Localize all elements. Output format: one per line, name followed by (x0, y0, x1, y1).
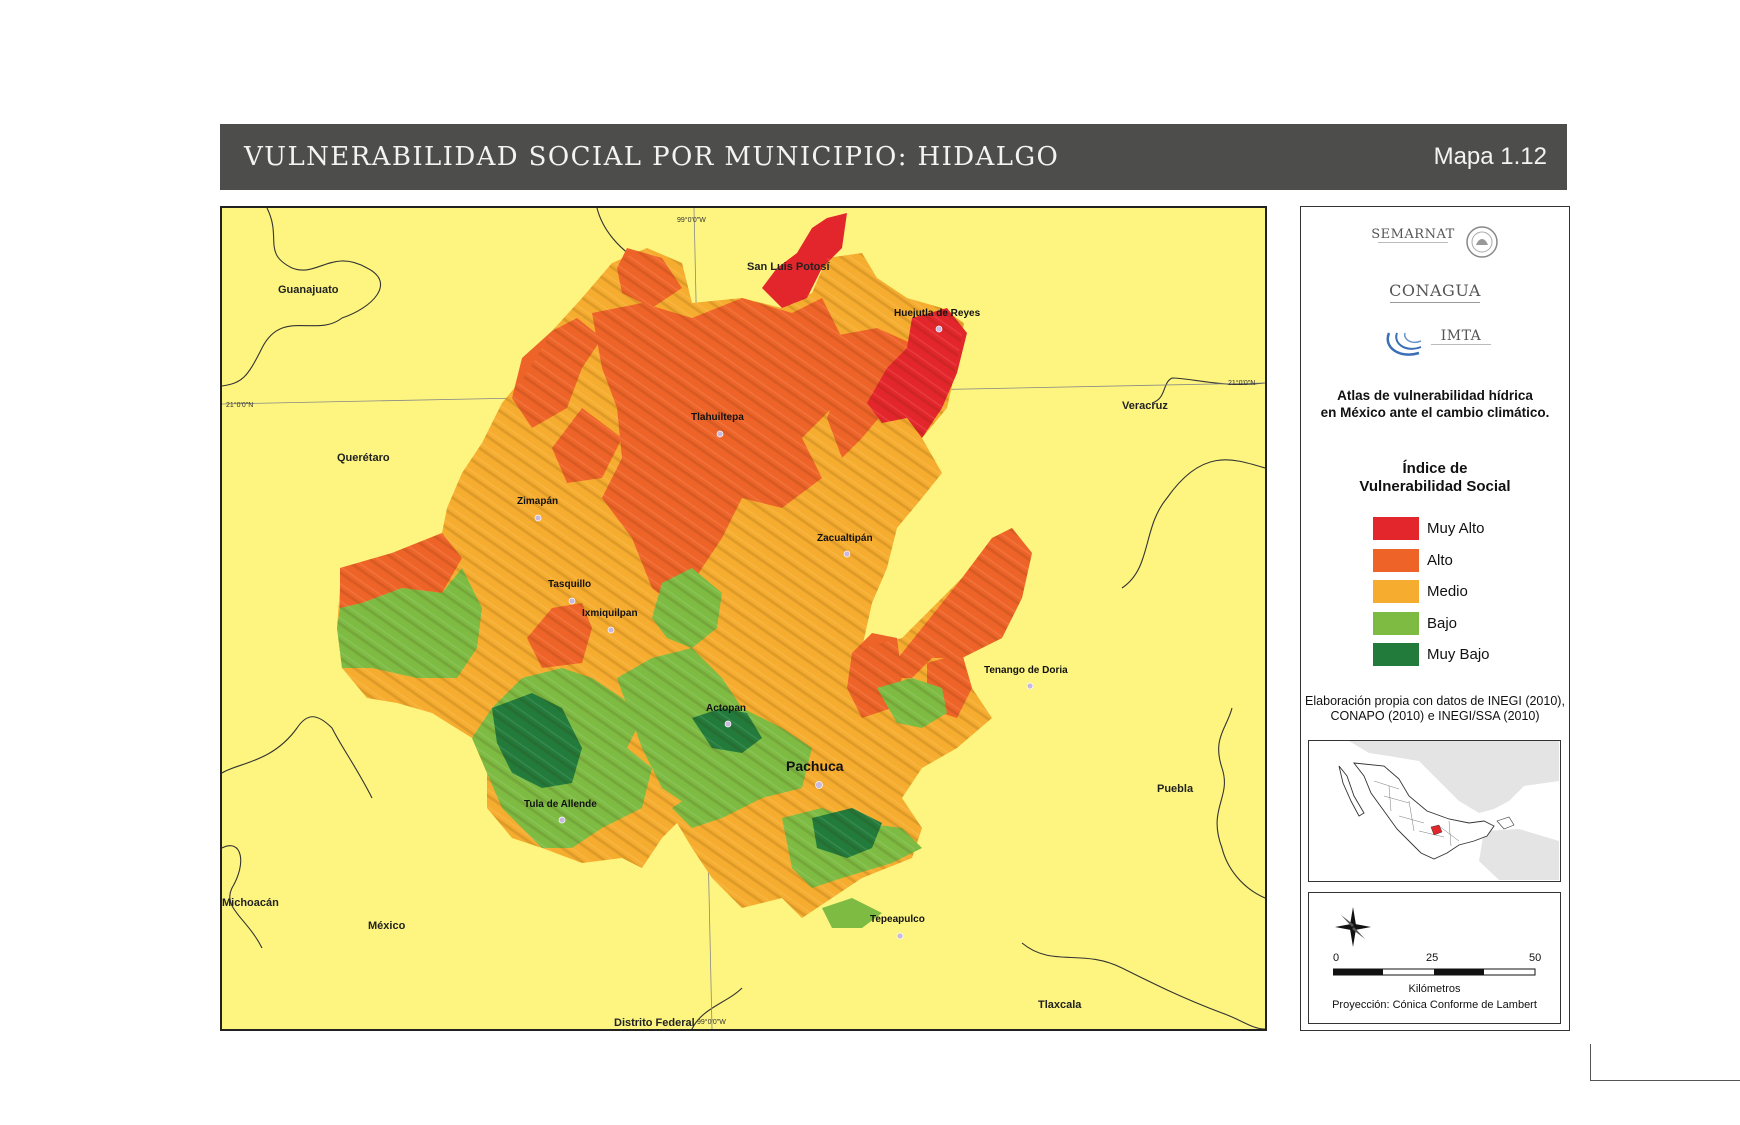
conagua-logo-text: CONAGUA (1389, 281, 1481, 300)
legend-label: Muy Bajo (1427, 646, 1490, 664)
conagua-logo: CONAGUA (1301, 281, 1569, 305)
legend-swatch (1373, 611, 1419, 635)
legend-swatch (1373, 580, 1419, 604)
scale-tick-label: 50 (1529, 952, 1542, 964)
city-label: Huejutla de Reyes (894, 308, 981, 319)
city-label: Pachuca (786, 758, 844, 774)
legend-title-line: Vulnerabilidad Social (1359, 478, 1511, 495)
scale-tick-label: 25 (1426, 952, 1439, 964)
scale-bar (1333, 968, 1536, 976)
legend-label: Medio (1427, 583, 1468, 601)
map-frame[interactable]: 99°0'0"W 99°0'0"W 21°0'0"N 21°0'0"N San … (220, 206, 1267, 1031)
state-label: Guanajuato (278, 284, 339, 296)
scale-tick-label: 0 (1333, 952, 1340, 964)
page-corner-mark (1590, 1044, 1740, 1081)
scale-box: 0 25 50 Kilómetros Proyección: Cónica Co… (1308, 892, 1561, 1024)
legend-label: Muy Alto (1427, 520, 1485, 538)
city-label: Tlahuiltepa (691, 412, 744, 423)
mexico-outline-icon (1309, 741, 1559, 880)
legend-swatch (1373, 548, 1419, 572)
imta-wave-icon (1386, 332, 1422, 356)
state-label: México (368, 920, 406, 932)
state-label: Querétaro (337, 452, 390, 464)
seal-icon (1466, 226, 1498, 258)
state-label: San Luis Potosí (747, 261, 830, 273)
imta-logo: IMTA (1301, 325, 1569, 359)
legend-list: Muy Alto Alto Medio Bajo Muy Bajo (1373, 513, 1490, 671)
city-label: Tula de Allende (524, 799, 597, 810)
legend-item-muy-alto: Muy Alto (1373, 513, 1490, 545)
legend-item-muy-bajo: Muy Bajo (1373, 639, 1490, 671)
map-canvas[interactable]: 99°0'0"W 99°0'0"W 21°0'0"N 21°0'0"N San … (222, 208, 1265, 1029)
atlas-title: Atlas de vulnerabilidad hídrica en Méxic… (1311, 387, 1559, 421)
source-line: CONAPO (2010) e INEGI/SSA (2010) (1330, 709, 1540, 723)
north-arrow-icon (1335, 907, 1371, 947)
legend-label: Bajo (1427, 614, 1458, 632)
atlas-title-line: Atlas de vulnerabilidad hídrica (1337, 388, 1533, 403)
source-note: Elaboración propia con datos de INEGI (2… (1305, 694, 1565, 724)
city-label: Actopan (706, 703, 746, 714)
city-label: Tasquillo (548, 579, 591, 590)
legend-swatch (1373, 643, 1419, 667)
semarnat-logo: SEMARNAT (1301, 225, 1569, 259)
map-title: VULNERABILIDAD SOCIAL POR MUNICIPIO: HID… (244, 142, 1060, 172)
title-bar: VULNERABILIDAD SOCIAL POR MUNICIPIO: HID… (220, 124, 1567, 190)
legend-panel: SEMARNAT CONAGUA IMTA At (1300, 206, 1570, 1031)
city-markers (534, 325, 1034, 940)
legend-item-alto: Alto (1373, 545, 1490, 577)
projection-note: Proyección: Cónica Conforme de Lambert (1332, 999, 1537, 1011)
state-label: Veracruz (1122, 400, 1168, 412)
state-label: Michoacán (222, 897, 279, 909)
source-line: Elaboración propia con datos de INEGI (2… (1305, 694, 1565, 708)
semarnat-logo-text: SEMARNAT (1371, 227, 1455, 242)
map-number: Mapa 1.12 (1433, 143, 1547, 170)
legend-title-line: Índice de (1402, 460, 1468, 477)
legend-item-medio: Medio (1373, 576, 1490, 608)
state-label: Tlaxcala (1038, 999, 1082, 1011)
city-label: Ixmiquilpan (582, 608, 638, 619)
relief-overlay (337, 248, 1032, 918)
city-label: Zacualtipán (817, 533, 873, 544)
legend-swatch (1373, 517, 1419, 541)
graticule-label-bottom: 99°0'0"W (697, 1018, 726, 1026)
atlas-title-line: en México ante el cambio climático. (1320, 405, 1550, 420)
graticule-label-left: 21°0'0"N (226, 401, 253, 409)
graticule-label-top: 99°0'0"W (677, 216, 706, 224)
city-label: Tenango de Doria (984, 665, 1068, 676)
scale-units: Kilómetros (1408, 983, 1461, 995)
state-label: Distrito Federal (614, 1017, 695, 1029)
city-label: Zimapán (517, 496, 558, 507)
location-inset-map (1308, 740, 1561, 882)
legend-label: Alto (1427, 551, 1453, 569)
city-label: Tepeapulco (870, 914, 925, 925)
state-boundaries (222, 208, 1265, 1029)
graticule-label-right: 21°0'0"N (1228, 379, 1255, 387)
legend-title: Índice de Vulnerabilidad Social (1311, 460, 1559, 496)
state-label: Puebla (1157, 783, 1194, 795)
legend-item-bajo: Bajo (1373, 608, 1490, 640)
imta-logo-text: IMTA (1440, 327, 1482, 344)
